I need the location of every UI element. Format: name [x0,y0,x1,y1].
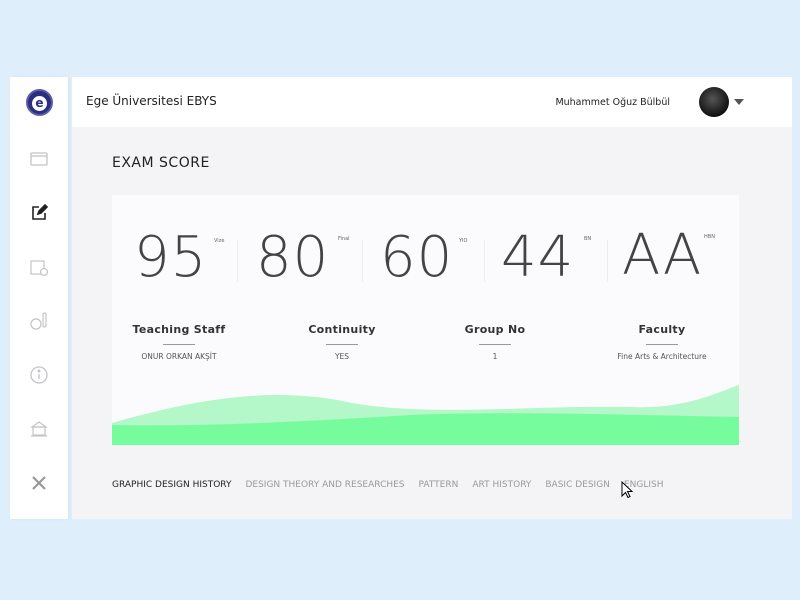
divider [237,240,238,282]
detail-continuity: Continuity YES [308,323,376,361]
main-content: Ege Üniversitesi EBYS Muhammet Oğuz Bülb… [72,77,792,519]
score-yio: 60 [380,225,454,290]
browser-window-icon[interactable] [27,147,51,171]
fork-knife-icon[interactable] [27,471,51,495]
score-label: HBN [704,234,715,240]
page-title: EXAM SCORE [112,155,210,171]
user-name[interactable]: Muhammet Oğuz Bülbül [555,97,670,108]
tab-design-theory[interactable]: DESIGN THEORY AND RESEARCHES [245,480,405,490]
tab-english[interactable]: ENGLISH [623,480,664,490]
exam-score-card: 95 Vize 80 Final 60 YIO 44 BN AA HBN Tea… [112,195,739,445]
avatar[interactable] [699,87,729,117]
divider [362,240,363,282]
info-icon[interactable] [27,363,51,387]
wave-dark [112,413,739,445]
teaching-staff-value: ONUR ORKAN AKŞİT [141,352,217,361]
app-title: Ege Üniversitesi EBYS [86,94,217,108]
detail-group-no: Group No 1 [464,323,526,361]
mouse-cursor-icon [621,481,633,499]
chevron-down-icon[interactable] [734,99,744,105]
score-label: Vize [214,238,225,244]
thermometer-icon[interactable] [27,309,51,333]
top-bar: Ege Üniversitesi EBYS Muhammet Oğuz Bülb… [72,77,792,127]
divider [484,240,485,282]
divider [607,240,608,282]
edit-icon[interactable] [27,201,51,225]
score-final: 80 [256,225,330,290]
tab-graphic-design-history[interactable]: GRAPHIC DESIGN HISTORY [112,480,232,490]
calendar-clock-icon[interactable] [27,255,51,279]
score-label: YIO [459,238,468,244]
university-logo[interactable]: e [26,89,53,116]
score-bn: 44 [501,225,575,290]
building-icon[interactable] [27,417,51,441]
score-label: Final [338,236,350,242]
tab-art-history[interactable]: ART HISTORY [472,480,532,490]
tab-pattern[interactable]: PATTERN [418,480,459,490]
score-hbn: AA [622,223,703,288]
score-label: BN [584,236,592,242]
wave-decoration [112,385,739,445]
detail-faculty: Faculty Fine Arts & Architecture [617,323,707,361]
score-vize: 95 [134,225,208,290]
tab-basic-design[interactable]: BASIC DESIGN [545,480,610,490]
detail-teaching-staff: Teaching Staff ONUR ORKAN AKŞİT [112,323,249,361]
sidebar: e [10,77,68,519]
course-tabs: GRAPHIC DESIGN HISTORY DESIGN THEORY AND… [112,480,677,490]
